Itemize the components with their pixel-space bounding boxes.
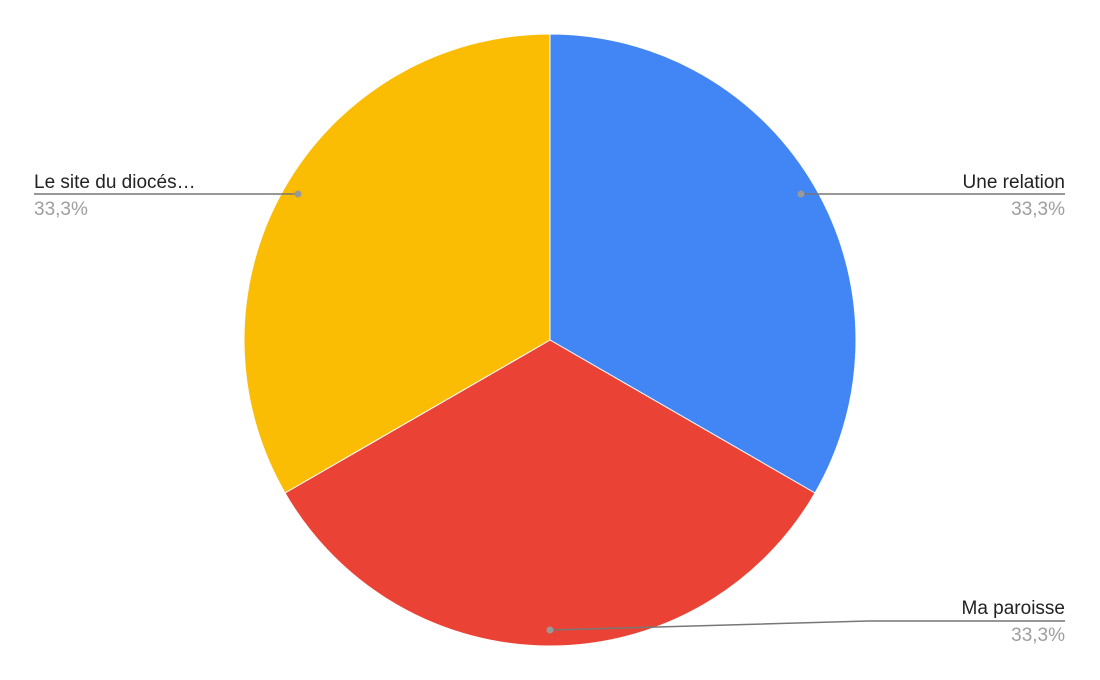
slice-label: Ma paroisse xyxy=(962,598,1066,619)
slice-percent-label: 33,3% xyxy=(1011,625,1065,646)
pie-slice-une-relation[interactable] xyxy=(549,33,857,494)
slice-label: Le site du diocés… xyxy=(34,172,196,193)
slice-percent-label: 33,3% xyxy=(34,199,88,220)
slice-label: Une relation xyxy=(963,172,1065,193)
leader-dot xyxy=(546,626,554,634)
leader-dot xyxy=(294,190,302,198)
leader-line xyxy=(549,620,1065,631)
pie-slice-le-site-du-dioc-s[interactable] xyxy=(243,33,551,494)
leader-dot xyxy=(797,190,805,198)
slice-percent-label: 33,3% xyxy=(1011,199,1065,220)
